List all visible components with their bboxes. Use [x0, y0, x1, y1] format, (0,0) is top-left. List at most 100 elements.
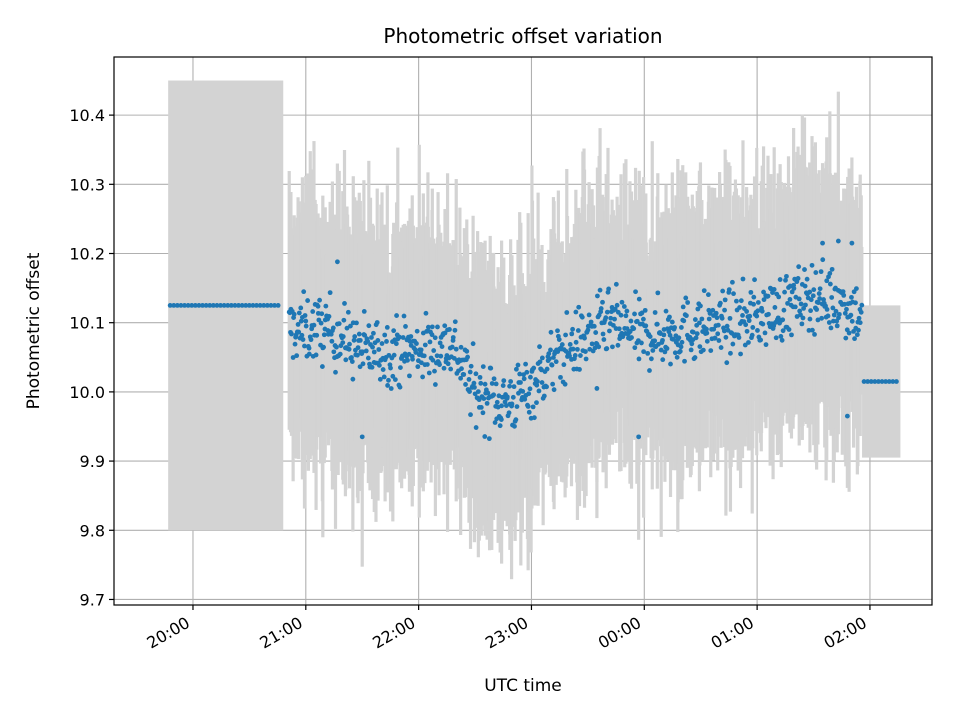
data-point: [531, 365, 537, 371]
data-point: [331, 349, 337, 355]
data-point: [489, 381, 495, 386]
x-tick-label: 00:00: [595, 613, 644, 653]
data-point: [424, 362, 430, 367]
data-point: [481, 396, 487, 401]
data-point: [760, 321, 766, 327]
data-point: [704, 338, 710, 344]
data-point: [697, 344, 703, 350]
data-point: [601, 337, 607, 342]
data-point: [727, 315, 733, 321]
data-point: [437, 340, 443, 346]
data-point: [499, 403, 505, 409]
data-point: [800, 315, 806, 321]
data-point: [306, 351, 312, 357]
data-point: [817, 286, 823, 292]
data-point: [679, 339, 685, 345]
data-point: [722, 297, 728, 303]
x-tick-label: 22:00: [369, 613, 418, 653]
data-point: [301, 289, 307, 295]
data-point: [397, 334, 402, 340]
data-point: [597, 287, 603, 293]
data-point: [666, 329, 672, 335]
data-point: [200, 302, 205, 308]
data-point: [296, 329, 302, 335]
data-point: [636, 356, 642, 362]
data-point: [737, 305, 742, 310]
data-point: [563, 332, 568, 338]
data-point: [762, 330, 768, 336]
data-point: [363, 348, 369, 354]
data-point: [421, 353, 427, 359]
data-point: [508, 379, 514, 384]
data-point: [827, 281, 833, 287]
data-point: [755, 328, 760, 333]
data-point: [648, 356, 654, 362]
data-point: [861, 379, 867, 384]
data-point: [789, 332, 794, 338]
data-point: [749, 332, 755, 338]
data-point: [567, 342, 573, 347]
data-point: [820, 240, 825, 246]
error-bar: [396, 147, 400, 463]
x-axis-ticks: 20:00 21:00 22:00 23:00 00:00 01:00 02:00: [144, 605, 871, 653]
data-point: [615, 342, 621, 348]
data-point: [466, 377, 472, 382]
data-point: [816, 291, 822, 296]
data-point: [458, 344, 464, 350]
data-point: [319, 364, 325, 369]
data-point: [748, 289, 754, 295]
data-point: [595, 293, 600, 299]
data-point: [777, 277, 783, 282]
data-point: [813, 270, 819, 275]
data-point: [553, 359, 559, 365]
data-point: [704, 326, 709, 332]
data-point: [712, 335, 718, 341]
data-point: [509, 401, 515, 407]
data-point: [698, 303, 703, 309]
data-point: [694, 331, 700, 337]
data-point: [382, 332, 388, 338]
data-point: [210, 302, 216, 308]
data-point: [829, 295, 835, 300]
data-point: [604, 346, 610, 351]
data-point: [345, 309, 351, 315]
data-point: [531, 415, 537, 421]
data-point: [221, 302, 227, 308]
data-point: [343, 357, 349, 363]
data-point: [639, 340, 644, 346]
data-point: [431, 348, 437, 353]
data-point: [482, 434, 488, 439]
data-point: [348, 323, 353, 329]
data-point: [849, 240, 855, 246]
data-point: [766, 311, 771, 317]
error-bar: [335, 163, 339, 376]
data-point: [391, 328, 397, 334]
data-point: [629, 335, 634, 340]
data-point: [802, 267, 807, 272]
data-point: [667, 332, 673, 338]
data-point: [303, 323, 309, 329]
data-point: [376, 347, 382, 352]
data-point: [650, 348, 656, 353]
data-point: [699, 316, 705, 322]
data-point: [844, 306, 849, 312]
data-point: [852, 336, 857, 342]
data-point: [330, 325, 336, 331]
data-point: [711, 326, 717, 332]
data-point: [812, 331, 817, 337]
data-point: [548, 347, 553, 353]
data-point: [192, 302, 198, 308]
data-point: [628, 318, 634, 324]
data-point: [705, 292, 711, 298]
data-point: [776, 294, 782, 300]
data-point: [236, 302, 241, 308]
data-point: [588, 319, 594, 325]
data-point: [763, 342, 769, 348]
data-point: [480, 410, 486, 416]
data-point: [810, 293, 816, 299]
data-point: [392, 377, 398, 383]
data-point: [772, 305, 778, 310]
data-point: [439, 344, 445, 349]
data-point: [647, 368, 652, 373]
data-point: [785, 300, 790, 306]
